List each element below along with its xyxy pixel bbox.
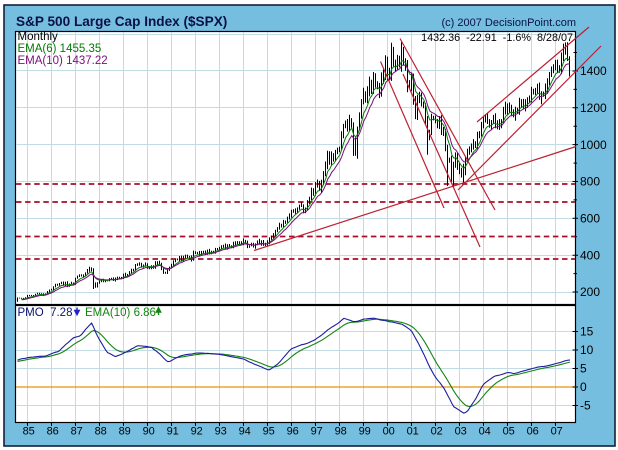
svg-text:1400: 1400: [580, 64, 607, 78]
svg-text:200: 200: [580, 285, 600, 299]
svg-text:07: 07: [551, 426, 563, 438]
svg-text:95: 95: [263, 426, 275, 438]
svg-text:93: 93: [215, 426, 227, 438]
svg-text:15: 15: [580, 325, 594, 339]
svg-text:06: 06: [527, 426, 539, 438]
svg-text:99: 99: [359, 426, 371, 438]
svg-text:PMO 7.28: PMO 7.28: [18, 307, 73, 319]
svg-text:97: 97: [311, 426, 323, 438]
svg-text:EMA(10) 6.86: EMA(10) 6.86: [85, 307, 156, 319]
svg-text:88: 88: [95, 426, 107, 438]
svg-text:EMA(6) 1455.35: EMA(6) 1455.35: [18, 43, 102, 55]
svg-text:91: 91: [167, 426, 179, 438]
svg-text:1432.36 -22.91 -1.6% 8/28/0: 1432.36 -22.91 -1.6% 8/28/07: [421, 32, 573, 44]
svg-text:04: 04: [479, 426, 491, 438]
svg-text:89: 89: [119, 426, 131, 438]
svg-text:1000: 1000: [580, 138, 607, 152]
svg-text:1200: 1200: [580, 101, 607, 115]
svg-text:(c) 2007 DecisionPoint.com: (c) 2007 DecisionPoint.com: [441, 17, 576, 29]
svg-text:87: 87: [71, 426, 83, 438]
svg-text:90: 90: [143, 426, 155, 438]
svg-text:400: 400: [580, 248, 600, 262]
svg-text:92: 92: [191, 426, 203, 438]
svg-text:-5: -5: [580, 399, 591, 413]
svg-text:600: 600: [580, 212, 600, 226]
svg-text:5: 5: [580, 362, 587, 376]
svg-text:01: 01: [407, 426, 419, 438]
svg-text:10: 10: [580, 343, 594, 357]
svg-text:Monthly: Monthly: [18, 31, 59, 43]
svg-text:00: 00: [383, 426, 395, 438]
svg-text:S&P 500 Large Cap Index ($SPX): S&P 500 Large Cap Index ($SPX): [16, 14, 227, 29]
svg-text:EMA(10) 1437.22: EMA(10) 1437.22: [18, 55, 108, 67]
svg-text:0: 0: [580, 380, 587, 394]
svg-text:94: 94: [239, 426, 251, 438]
svg-text:85: 85: [23, 426, 35, 438]
svg-text:02: 02: [431, 426, 443, 438]
svg-text:98: 98: [335, 426, 347, 438]
svg-text:86: 86: [47, 426, 59, 438]
svg-text:05: 05: [503, 426, 515, 438]
svg-text:03: 03: [455, 426, 467, 438]
svg-text:800: 800: [580, 175, 600, 189]
svg-text:96: 96: [287, 426, 299, 438]
